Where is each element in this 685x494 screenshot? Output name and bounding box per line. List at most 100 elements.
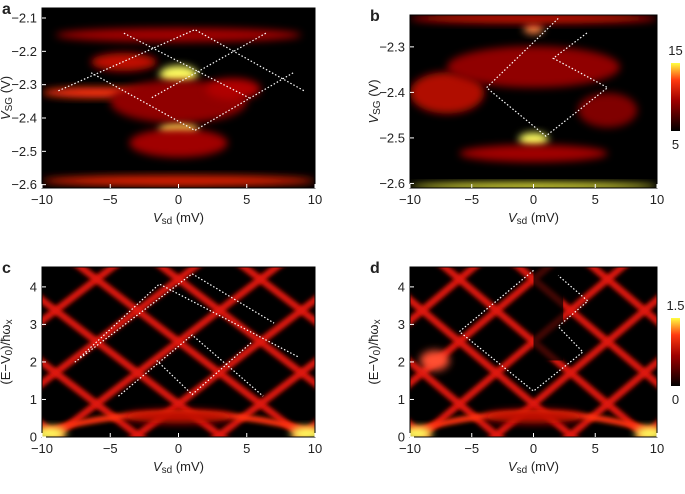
x-axis-label: Vsd (mV): [508, 459, 559, 476]
x-tick-label: −10: [399, 441, 421, 456]
band: [42, 267, 201, 388]
glow: [159, 65, 198, 84]
y-axis-label: (E−V0)/ħωx: [366, 319, 383, 384]
glow: [410, 15, 657, 24]
y-axis-label-part: (V): [0, 76, 13, 97]
glow: [447, 46, 620, 88]
y-tick-label: −2.4: [379, 85, 405, 100]
y-tick-label: −2.3: [379, 39, 405, 54]
y-axis-label: VSG (V): [0, 76, 15, 120]
colorbar: [671, 63, 680, 131]
guide-line: [118, 334, 264, 397]
heatmap: [42, 8, 315, 188]
x-axis-label-part: V: [153, 210, 163, 225]
y-tick-label: −2.5: [11, 144, 37, 159]
x-axis-label-part: (mV): [172, 459, 204, 474]
y-tick-label: −2.5: [379, 130, 405, 145]
panel: −10 −5 0 5 10 −2.1 −2.2 −2.3 −2.4 −2.5 −2.6 Vsd (mV…: [0, 1, 322, 227]
y-tick-label: −2.2: [11, 44, 37, 59]
y-axis-label-part: (E−V: [0, 355, 13, 385]
band: [238, 267, 315, 326]
panel-label: d: [370, 260, 380, 277]
guide-line: [58, 28, 305, 92]
y-axis-label-part: x: [4, 319, 15, 324]
y-axis-label-part: V: [366, 114, 381, 124]
x-axis-label-part: (mV): [172, 210, 204, 225]
y-tick-label: 1: [30, 392, 37, 407]
x-tick-label: 10: [650, 192, 664, 207]
x-tick-label: −10: [399, 192, 421, 207]
band: [414, 267, 628, 437]
glow: [55, 27, 302, 43]
x-tick-label: 5: [243, 441, 250, 456]
band: [42, 357, 146, 437]
y-axis-label-part: 0: [372, 349, 383, 355]
mask: [533, 267, 564, 361]
x-tick-label: 0: [175, 192, 182, 207]
x-tick-label: 5: [592, 441, 599, 456]
x-tick-label: −5: [103, 192, 118, 207]
heatmap: [42, 267, 315, 437]
y-tick-label: −2.6: [11, 177, 37, 192]
panel-label: b: [370, 8, 380, 25]
colorbar-tick-label: 1.5: [666, 298, 684, 313]
panel-label: a: [2, 1, 11, 18]
x-axis-label-part: sd: [517, 465, 528, 476]
x-axis-label-part: (mV): [527, 210, 559, 225]
colorbar-tick-label: 15: [668, 43, 682, 58]
guide-line: [123, 32, 250, 99]
glow: [410, 72, 485, 114]
y-tick-label: 4: [30, 279, 37, 294]
glow: [634, 426, 657, 437]
x-axis-label-part: V: [508, 459, 518, 474]
y-axis-label-part: (E−V: [366, 355, 381, 385]
heatmap: [410, 15, 657, 188]
guide-line: [74, 273, 275, 363]
band: [47, 267, 283, 437]
guide-line: [90, 72, 294, 132]
y-axis-label: (E−V0)/ħωx: [0, 319, 15, 384]
guide-line: [150, 32, 267, 99]
x-axis-label-part: sd: [162, 216, 173, 227]
glow: [42, 175, 315, 187]
y-axis-label-part: SG: [4, 97, 15, 112]
colorbar: [671, 318, 680, 386]
glow: [410, 426, 433, 437]
glow: [518, 132, 549, 147]
glow: [91, 53, 157, 71]
x-tick-label: −5: [464, 192, 479, 207]
glow: [484, 409, 583, 424]
glow: [419, 350, 450, 371]
y-tick-label: −2.1: [11, 11, 37, 26]
y-axis-label-part: x: [372, 319, 383, 324]
x-tick-label: 5: [592, 192, 599, 207]
y-tick-label: −2.6: [379, 176, 405, 191]
y-axis-label-part: )/ħω: [0, 324, 13, 349]
x-tick-label: −10: [31, 441, 53, 456]
x-tick-label: 10: [650, 441, 664, 456]
guide-line: [79, 283, 299, 358]
x-axis-label-part: V: [508, 210, 518, 225]
x-axis-label-part: (mV): [527, 459, 559, 474]
colorbar-tick-label: 0: [672, 392, 679, 407]
guide-line: [156, 341, 253, 396]
band: [410, 267, 480, 326]
x-tick-label: 0: [175, 441, 182, 456]
glow: [123, 409, 234, 424]
y-axis-label-part: 0: [4, 349, 15, 355]
y-axis-label-part: )/ħω: [366, 324, 381, 349]
x-axis-label-part: V: [153, 459, 163, 474]
glow: [459, 144, 608, 163]
glow: [42, 426, 67, 437]
band: [410, 357, 505, 437]
band: [211, 357, 315, 437]
band: [562, 357, 657, 437]
y-axis-label: VSG (V): [366, 79, 383, 123]
x-tick-label: −10: [31, 192, 53, 207]
y-tick-label: 1: [398, 392, 405, 407]
y-tick-label: 2: [398, 354, 405, 369]
glow: [129, 128, 228, 158]
x-tick-label: −5: [103, 441, 118, 456]
heatmap: [410, 267, 657, 437]
